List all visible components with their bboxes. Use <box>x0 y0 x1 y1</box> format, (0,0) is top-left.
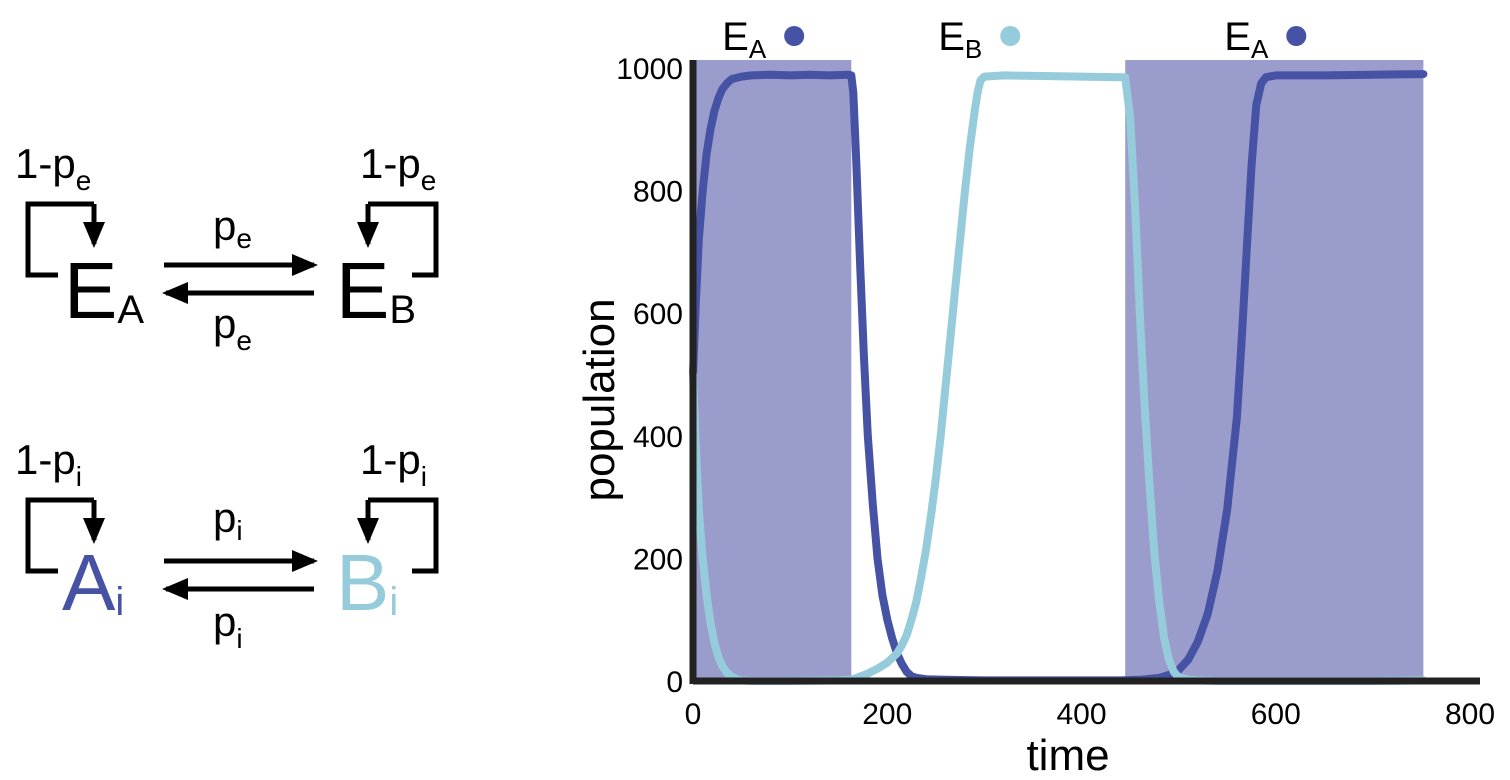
tick-labels: 0 200 400 600 800 0 200 400 600 800 1000 <box>616 53 1495 731</box>
loop-right-env-path <box>368 201 439 278</box>
environment-label-2: EA <box>1224 15 1269 64</box>
loop-left-ind-label: 1-pi <box>15 436 82 492</box>
population-chart: EA EB EA 0 200 400 600 800 0 200 400 600 800 1000 ti… <box>575 15 1495 780</box>
x-tick-label-2: 400 <box>1056 698 1106 731</box>
environment-diagram: 1-pe 1-pe pe pe EA EB <box>15 140 439 356</box>
state-ea: EA <box>64 246 144 335</box>
loop-right-ind-path <box>368 497 439 574</box>
rate-top-ind-label: pi <box>213 494 243 546</box>
loop-left-env-path <box>25 201 94 278</box>
y-axis-label: population <box>575 298 624 501</box>
state-ai: Ai <box>62 538 124 627</box>
environment-marker-2 <box>1286 26 1307 46</box>
environment-label-1: EB <box>938 15 982 64</box>
x-tick-label-4: 800 <box>1445 698 1495 731</box>
loop-right-env-label: 1-pe <box>360 140 436 196</box>
rate-bottom-env-label: pe <box>213 300 252 356</box>
y-tick-label-4: 800 <box>633 176 683 209</box>
y-tick-label-2: 400 <box>633 421 683 454</box>
x-tick-label-1: 200 <box>862 698 912 731</box>
y-tick-label-5: 1000 <box>616 53 683 86</box>
loop-right-ind-label: 1-pi <box>360 436 427 492</box>
environment-shading <box>693 60 1424 681</box>
x-tick-label-3: 600 <box>1251 698 1301 731</box>
loop-left-ind-path <box>25 497 94 574</box>
y-tick-label-1: 200 <box>633 543 683 576</box>
environment-shade-2 <box>1125 60 1424 681</box>
y-tick-label-0: 0 <box>666 666 683 699</box>
state-bi: Bi <box>336 538 398 627</box>
environment-marker-1 <box>1000 26 1021 46</box>
loop-left-env-label: 1-pe <box>15 140 91 196</box>
environment-shade-0 <box>693 60 852 681</box>
series-line-0 <box>689 70 1428 685</box>
x-tick-label-0: 0 <box>685 698 702 731</box>
x-axis-label: time <box>1026 731 1109 780</box>
rate-bottom-ind-label: pi <box>213 598 243 654</box>
individual-diagram: 1-pi 1-pi pi pi Ai Bi <box>15 436 439 654</box>
rate-top-env-label: pe <box>213 202 252 254</box>
environment-label-0: EA <box>722 15 767 64</box>
environment-marker-0 <box>784 26 805 46</box>
environment-labels: EA EB EA <box>722 15 1307 64</box>
y-tick-label-3: 600 <box>633 298 683 331</box>
state-eb: EB <box>336 246 416 335</box>
axes <box>689 60 1480 685</box>
